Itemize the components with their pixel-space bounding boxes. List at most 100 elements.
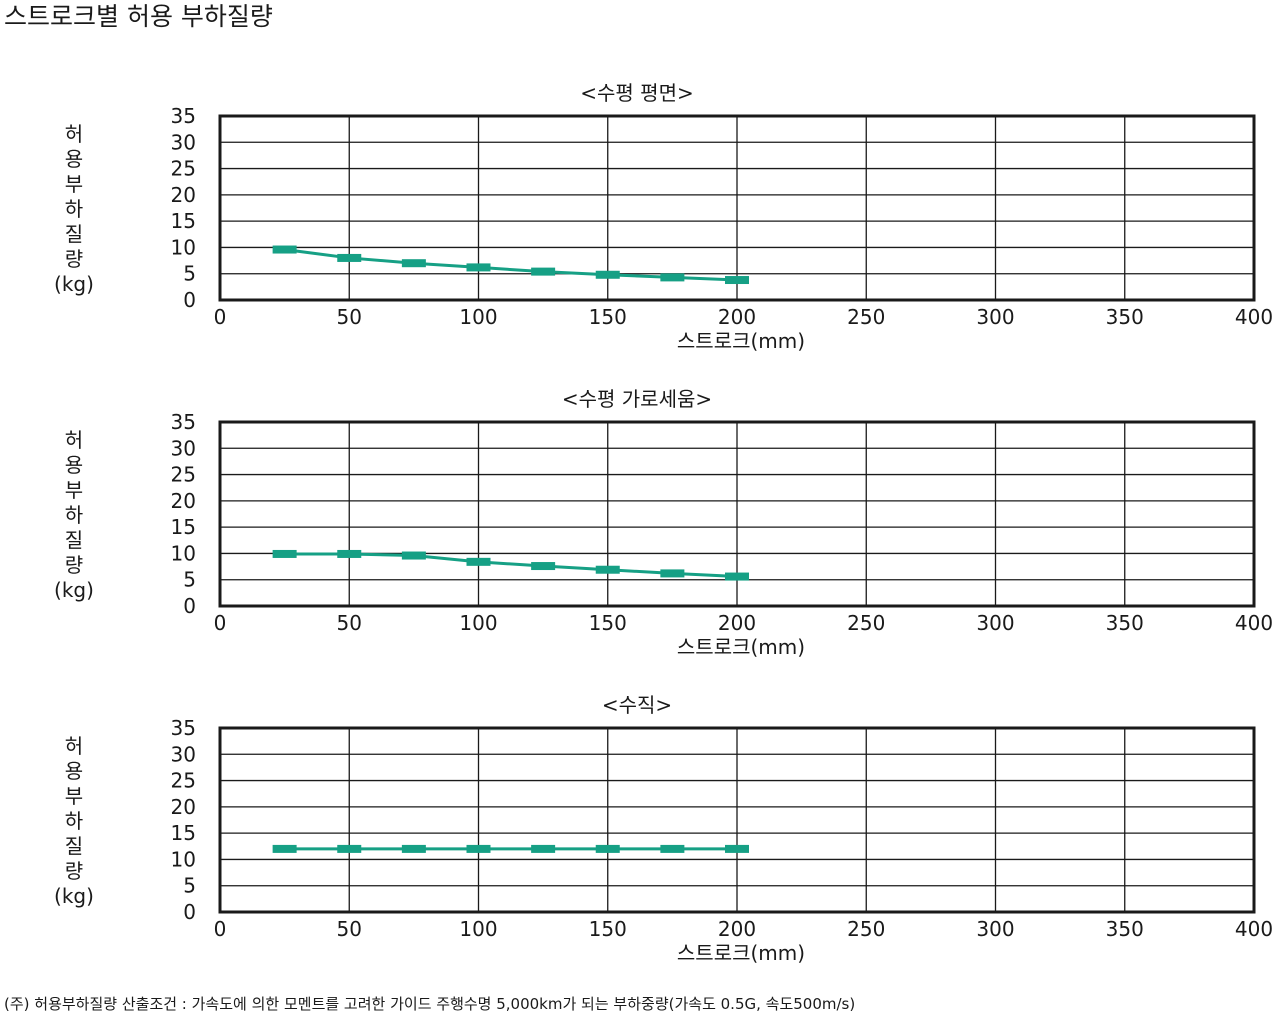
data-point: [337, 253, 362, 262]
x-tick-label: 250: [847, 305, 885, 329]
data-point: [531, 267, 556, 276]
y-tick-label: 30: [171, 742, 196, 766]
x-tick-label: 0: [214, 917, 227, 941]
y-tick-label: 10: [171, 847, 196, 871]
y-tick-label: 30: [171, 436, 196, 460]
y-axis-label-char: 질: [64, 834, 84, 858]
y-tick-label: 10: [171, 541, 196, 565]
data-point: [401, 844, 426, 853]
data-point: [660, 844, 685, 853]
x-tick-label: 100: [459, 917, 497, 941]
data-point: [595, 270, 620, 279]
chart-title: <수직>: [602, 693, 672, 717]
footnote: (주) 허용부하질량 산출조건 : 가속도에 의한 모멘트를 고려한 가이드 주…: [4, 995, 856, 1013]
y-axis-label: 허 용 부 하 질 량 (kg): [50, 428, 98, 603]
x-tick-label: 150: [589, 305, 627, 329]
y-tick-label: 0: [183, 900, 196, 924]
x-tick-label: 50: [337, 917, 362, 941]
y-axis-label-char: 하: [64, 503, 84, 527]
x-tick-label: 400: [1235, 611, 1273, 635]
y-axis-label: 허 용 부 하 질 량 (kg): [50, 734, 98, 909]
y-axis-unit: (kg): [54, 578, 94, 602]
y-tick-label: 35: [171, 104, 196, 128]
y-tick-label: 35: [171, 410, 196, 434]
data-point: [595, 565, 620, 574]
y-tick-label: 25: [171, 463, 196, 487]
x-axis-label: 스트로크(mm): [677, 941, 805, 965]
x-tick-label: 100: [459, 305, 497, 329]
plot-frame: [218, 420, 1256, 608]
x-tick-label: 200: [718, 305, 756, 329]
chart-title: <수평 평면>: [580, 81, 693, 105]
chart-panel-horizontal-upright: 허 용 부 하 질 량 (kg) <수평 가로세움> 0 5 10 15 20 25 30 35…: [0, 378, 1280, 668]
data-point: [595, 844, 620, 853]
chart-panel-vertical: 허 용 부 하 질 량 (kg) <수직> 0 5 10 15 20 25 30 35 0 50 10…: [0, 684, 1280, 974]
x-tick-label: 200: [718, 917, 756, 941]
x-tick-label: 300: [976, 611, 1014, 635]
data-point: [531, 844, 556, 853]
y-tick-label: 0: [183, 594, 196, 618]
y-tick-label: 25: [171, 769, 196, 793]
y-axis-label-char: 하: [64, 809, 84, 833]
y-tick-label: 35: [171, 716, 196, 740]
data-point: [401, 259, 426, 268]
y-tick-label: 5: [183, 262, 196, 286]
chart-title: <수평 가로세움>: [562, 387, 712, 411]
data-point: [531, 562, 556, 571]
y-tick-label: 20: [171, 795, 196, 819]
y-axis-label-char: 량: [64, 247, 84, 271]
data-point: [272, 245, 297, 254]
y-axis-label-char: 하: [64, 197, 84, 221]
y-tick-label: 5: [183, 568, 196, 592]
page-title: 스트로크별 허용 부하질량: [4, 2, 273, 31]
y-axis-label-char: 허: [64, 428, 84, 452]
x-axis-label: 스트로크(mm): [677, 635, 805, 659]
y-axis-label-char: 허: [64, 734, 84, 758]
data-point: [466, 263, 491, 272]
x-tick-label: 300: [976, 917, 1014, 941]
y-tick-label: 0: [183, 288, 196, 312]
data-point: [466, 557, 491, 566]
x-tick-label: 0: [214, 305, 227, 329]
x-tick-label: 300: [976, 305, 1014, 329]
data-point: [272, 549, 297, 558]
data-point: [725, 844, 749, 853]
y-axis-label-char: 부: [64, 172, 84, 196]
x-tick-label: 150: [589, 917, 627, 941]
data-point: [725, 276, 749, 285]
data-point: [272, 844, 297, 853]
y-axis-label-char: 용: [64, 759, 84, 783]
plot-frame: [218, 114, 1256, 302]
y-tick-label: 15: [171, 515, 196, 539]
x-tick-label: 100: [459, 611, 497, 635]
y-axis-label-char: 용: [64, 453, 84, 477]
y-tick-label: 20: [171, 183, 196, 207]
y-axis-unit: (kg): [54, 884, 94, 908]
x-tick-label: 200: [718, 611, 756, 635]
x-axis-label: 스트로크(mm): [677, 329, 805, 353]
x-tick-label: 150: [589, 611, 627, 635]
y-axis-label-char: 부: [64, 784, 84, 808]
x-tick-label: 400: [1235, 305, 1273, 329]
y-axis-unit: (kg): [54, 272, 94, 296]
x-tick-label: 350: [1106, 917, 1144, 941]
x-tick-label: 350: [1106, 611, 1144, 635]
y-tick-label: 25: [171, 157, 196, 181]
x-tick-label: 0: [214, 611, 227, 635]
y-axis-label-char: 질: [64, 528, 84, 552]
x-tick-label: 50: [337, 305, 362, 329]
y-axis-label: 허 용 부 하 질 량 (kg): [50, 122, 98, 297]
data-point: [337, 549, 362, 558]
y-axis-label-char: 량: [64, 553, 84, 577]
x-tick-label: 250: [847, 611, 885, 635]
y-axis-label-char: 용: [64, 147, 84, 171]
data-point: [725, 572, 749, 581]
y-axis-label-char: 량: [64, 859, 84, 883]
x-tick-label: 350: [1106, 305, 1144, 329]
data-point: [660, 569, 685, 578]
y-tick-label: 5: [183, 874, 196, 898]
y-tick-label: 10: [171, 235, 196, 259]
